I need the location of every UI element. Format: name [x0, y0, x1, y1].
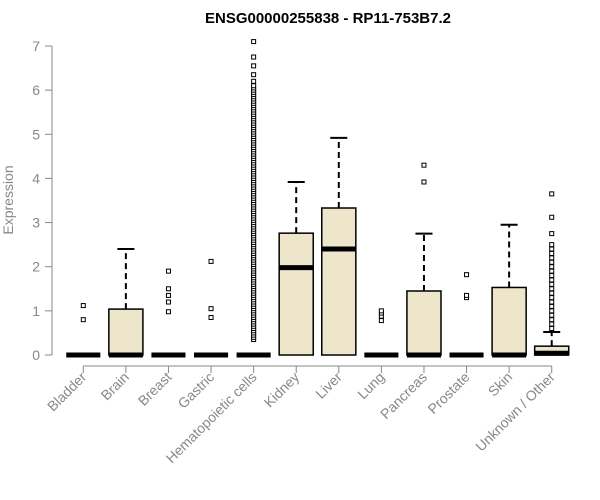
x-tick-label: Gastric	[174, 369, 217, 412]
outlier-point	[421, 179, 427, 185]
box-prostate	[449, 272, 484, 358]
outlier-point	[549, 191, 555, 197]
outlier-point	[165, 268, 171, 274]
outlier-point	[208, 258, 214, 264]
y-tick-label: 7	[32, 38, 40, 54]
outlier-point	[165, 309, 171, 315]
outlier-point	[378, 318, 384, 324]
box-body	[491, 286, 527, 356]
y-tick-label: 1	[32, 303, 40, 319]
box-lung	[364, 308, 399, 358]
y-tick-label: 2	[32, 259, 40, 275]
outlier-point	[549, 273, 555, 279]
box-body	[321, 207, 357, 356]
outlier-point	[549, 264, 555, 270]
outlier-point	[251, 54, 257, 60]
outlier-point	[549, 255, 555, 261]
outlier-point	[549, 321, 555, 327]
x-tick-label: Skin	[485, 369, 516, 400]
outlier-point	[549, 214, 555, 220]
outlier-point	[421, 162, 427, 168]
box-skin	[491, 223, 527, 358]
x-tick-label: Kidney	[261, 369, 303, 411]
outlier-point	[208, 306, 214, 312]
y-tick-label: 6	[32, 82, 40, 98]
y-tick-label: 0	[32, 347, 40, 363]
outlier-point	[549, 246, 555, 252]
outlier-point	[549, 308, 555, 314]
outlier-point	[251, 63, 257, 69]
y-tick-label: 3	[32, 215, 40, 231]
box-kidney	[278, 180, 314, 356]
outlier-point	[549, 268, 555, 274]
y-tick-label: 4	[32, 170, 40, 186]
outlier-point	[549, 231, 555, 237]
outlier-point	[165, 299, 171, 305]
outlier-point	[464, 292, 470, 298]
outlier-point	[251, 39, 257, 45]
outlier-point	[549, 250, 555, 256]
box-body	[406, 290, 442, 356]
outlier-point	[549, 286, 555, 292]
outlier-point	[549, 242, 555, 248]
outlier-point	[549, 281, 555, 287]
box-hematopoietic-cells	[236, 39, 271, 358]
outlier-point	[251, 72, 257, 78]
outlier-point	[80, 317, 86, 323]
outlier-point	[549, 303, 555, 309]
x-tick-label: Liver	[312, 369, 345, 402]
x-tick-label: Bladder	[44, 369, 90, 415]
outlier-point	[549, 312, 555, 318]
x-tick-label: Pancreas	[377, 369, 430, 422]
outlier-point	[549, 259, 555, 265]
box-body	[108, 308, 144, 356]
y-axis: 0 1 2 3 4 5 6 7	[32, 38, 53, 363]
y-axis-label: Expression	[0, 165, 16, 234]
y-tick-label: 5	[32, 126, 40, 142]
outlier-point	[80, 303, 86, 309]
box-gastric	[194, 258, 229, 358]
box-brain	[108, 248, 144, 358]
box-body	[278, 232, 314, 356]
x-tick-label: Lung	[354, 369, 387, 402]
outlier-point	[165, 286, 171, 292]
boxes-layer	[66, 39, 570, 358]
box-pancreas	[406, 162, 442, 358]
box-breast	[151, 268, 186, 358]
x-tick-label: Breast	[135, 369, 175, 409]
x-tick-label: Brain	[98, 369, 132, 403]
outlier-point	[549, 295, 555, 301]
outlier-point	[165, 292, 171, 298]
outlier-point	[464, 272, 470, 278]
outlier-point	[549, 299, 555, 305]
outlier-point	[549, 290, 555, 296]
outlier-point	[208, 314, 214, 320]
outlier-point	[251, 83, 257, 89]
chart-title: ENSG00000255838 - RP11-753B7.2	[205, 10, 451, 27]
box-bladder	[66, 303, 101, 358]
x-tick-label: Unknown / Other	[472, 369, 558, 455]
outlier-point	[549, 317, 555, 323]
box-unknown-other	[533, 191, 570, 356]
box-liver	[321, 136, 357, 356]
x-tick-label: Prostate	[424, 369, 472, 417]
outlier-point	[549, 326, 555, 332]
outlier-point	[378, 308, 384, 314]
outlier-point	[549, 277, 555, 283]
outlier-point	[251, 78, 257, 84]
